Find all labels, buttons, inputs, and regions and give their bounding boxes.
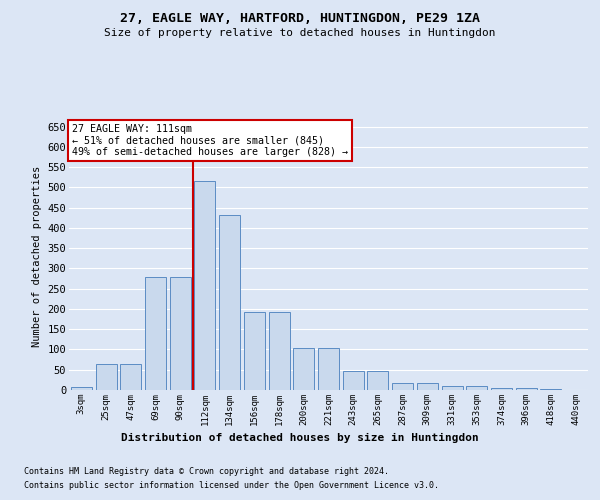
Bar bbox=[95, 364, 116, 390]
Bar bbox=[343, 371, 364, 390]
Bar bbox=[318, 348, 339, 390]
Bar bbox=[442, 386, 463, 390]
Bar bbox=[145, 276, 166, 390]
Bar bbox=[367, 371, 388, 390]
Bar bbox=[244, 312, 265, 390]
Bar bbox=[491, 388, 512, 390]
Y-axis label: Number of detached properties: Number of detached properties bbox=[32, 166, 42, 347]
Text: 27, EAGLE WAY, HARTFORD, HUNTINGDON, PE29 1ZA: 27, EAGLE WAY, HARTFORD, HUNTINGDON, PE2… bbox=[120, 12, 480, 26]
Bar bbox=[417, 383, 438, 390]
Bar bbox=[194, 182, 215, 390]
Bar bbox=[219, 215, 240, 390]
Text: Contains public sector information licensed under the Open Government Licence v3: Contains public sector information licen… bbox=[24, 481, 439, 490]
Bar bbox=[293, 348, 314, 390]
Text: Contains HM Land Registry data © Crown copyright and database right 2024.: Contains HM Land Registry data © Crown c… bbox=[24, 468, 389, 476]
Bar bbox=[392, 383, 413, 390]
Text: Size of property relative to detached houses in Huntingdon: Size of property relative to detached ho… bbox=[104, 28, 496, 38]
Bar bbox=[170, 276, 191, 390]
Bar bbox=[466, 386, 487, 390]
Text: Distribution of detached houses by size in Huntingdon: Distribution of detached houses by size … bbox=[121, 432, 479, 442]
Text: 27 EAGLE WAY: 111sqm
← 51% of detached houses are smaller (845)
49% of semi-deta: 27 EAGLE WAY: 111sqm ← 51% of detached h… bbox=[71, 124, 347, 157]
Bar bbox=[516, 388, 537, 390]
Bar bbox=[120, 364, 141, 390]
Bar bbox=[71, 387, 92, 390]
Bar bbox=[541, 389, 562, 390]
Bar bbox=[269, 312, 290, 390]
